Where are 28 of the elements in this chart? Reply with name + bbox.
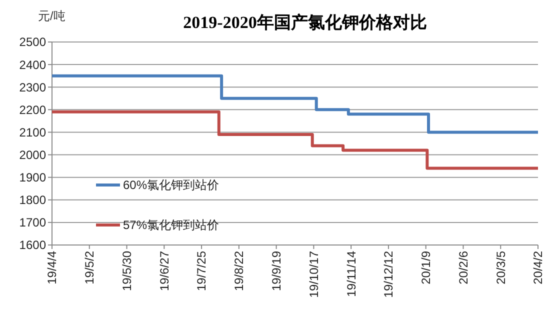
x-tick-label: 19/5/2 [82,250,97,284]
x-tick-label: 19/12/12 [382,250,396,298]
x-tick-label: 20/4/2 [531,250,546,284]
legend-label: 60%氯化钾到站价 [123,178,220,192]
x-tick-label: 19/11/14 [344,250,358,297]
legend-label: 57%氯化钾到站价 [123,218,220,232]
y-tick-label: 2000 [19,148,46,162]
x-tick-label: 20/2/6 [456,250,470,284]
y-tick-label: 1900 [19,170,46,185]
x-tick-label: 19/8/22 [232,250,246,292]
y-axis-title: 元/吨 [38,9,66,23]
y-tick-label: 2500 [19,35,46,50]
y-tick-label: 1800 [19,193,46,208]
y-tick-label: 2400 [19,58,46,72]
x-tick-label: 20/3/5 [494,250,508,284]
y-tick-label: 1600 [19,238,46,252]
y-tick-label: 2200 [19,102,46,117]
x-tick-label: 19/4/4 [45,250,60,284]
y-tick-label: 2100 [19,125,46,140]
x-tick-label: 19/10/17 [306,250,321,298]
x-tick-label: 19/7/25 [194,250,209,292]
x-tick-label: 20/1/9 [419,250,434,284]
chart-title: 2019-2020年国产氯化钾价格对比 [183,13,427,32]
x-tick-label: 19/6/27 [157,250,172,292]
x-tick-label: 19/5/30 [120,250,134,292]
y-tick-label: 1700 [19,216,46,230]
y-tick-label: 2300 [19,80,46,94]
x-tick-label: 19/9/19 [270,250,284,292]
